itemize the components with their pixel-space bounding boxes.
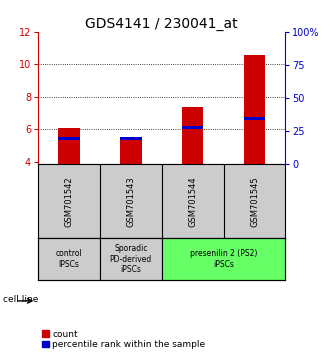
Text: presenilin 2 (PS2)
iPSCs: presenilin 2 (PS2) iPSCs: [190, 249, 257, 269]
Legend: count, percentile rank within the sample: count, percentile rank within the sample: [43, 330, 206, 349]
Bar: [58, 137, 80, 140]
Bar: [162, 238, 285, 280]
Bar: [58, 129, 80, 164]
Text: Sporadic
PD-derived
iPSCs: Sporadic PD-derived iPSCs: [110, 244, 152, 274]
Text: GSM701543: GSM701543: [126, 176, 135, 227]
Bar: [38, 238, 100, 280]
Bar: [100, 238, 162, 280]
Bar: [182, 107, 204, 164]
Text: GSM701544: GSM701544: [188, 176, 197, 227]
Bar: [120, 140, 142, 164]
Text: control
IPSCs: control IPSCs: [55, 249, 82, 269]
Text: cell line: cell line: [3, 295, 39, 304]
Bar: [120, 137, 142, 140]
Text: GSM701542: GSM701542: [64, 176, 73, 227]
Bar: [244, 117, 265, 120]
Text: GSM701545: GSM701545: [250, 176, 259, 227]
Bar: [244, 55, 265, 164]
Title: GDS4141 / 230041_at: GDS4141 / 230041_at: [85, 17, 238, 31]
Bar: [182, 126, 204, 129]
